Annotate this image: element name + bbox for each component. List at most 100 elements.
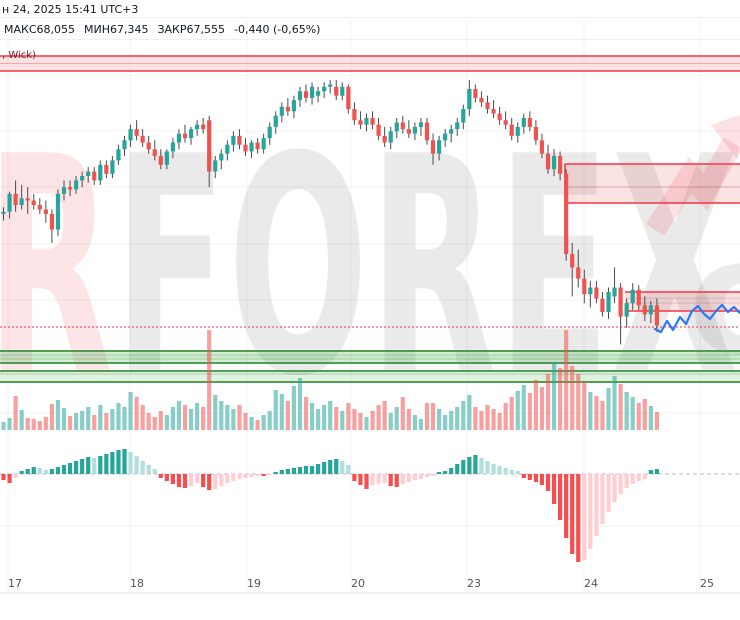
legend-close: ЗАКР67,555 — [157, 23, 225, 36]
x-axis-label[interactable]: 24 — [584, 577, 598, 590]
candle-body — [382, 135, 387, 143]
macd-histogram-bar — [449, 468, 454, 474]
macd-histogram-bar — [636, 474, 641, 481]
volume-bar — [509, 397, 514, 430]
macd-histogram-bar — [515, 471, 520, 474]
candle-body — [267, 126, 272, 139]
candle-body — [437, 140, 442, 154]
volume-bar — [600, 401, 605, 430]
candle-body — [503, 120, 508, 125]
volume-bar — [213, 395, 218, 430]
support-band-1 — [0, 351, 740, 363]
candle-body — [201, 124, 206, 130]
volume-bar — [176, 401, 182, 430]
legend-separator-2 — [0, 39, 740, 40]
candle-body — [303, 91, 309, 98]
watermark-letters: RFOREX — [0, 118, 740, 418]
blue-forecast-line — [653, 303, 740, 334]
macd-histogram-bar — [80, 459, 85, 474]
macd-histogram-bar — [255, 474, 260, 476]
candle-body — [231, 135, 236, 145]
candle-body — [545, 153, 551, 170]
volume-bar — [207, 330, 212, 430]
volume-bar — [201, 407, 206, 430]
macd-histogram-bar — [309, 466, 315, 474]
volume-bar — [110, 409, 115, 430]
volume-bar — [328, 401, 333, 430]
macd-histogram-bar — [104, 454, 109, 474]
macd-histogram-bar — [382, 474, 387, 483]
candle-body — [455, 122, 460, 130]
candle-body — [467, 89, 472, 110]
volume-bar — [303, 397, 309, 430]
x-axis-label[interactable]: 19 — [247, 577, 261, 590]
macd-histogram-bar — [116, 450, 121, 474]
x-axis-label[interactable]: 17 — [8, 577, 22, 590]
macd-histogram-bar — [98, 456, 103, 474]
volume-bar — [86, 407, 91, 430]
volume-bar — [309, 403, 315, 430]
candle-body — [80, 176, 85, 181]
candle-body — [564, 173, 569, 255]
volume-bar — [25, 418, 30, 430]
macd-histogram-bar — [279, 470, 284, 474]
volume-bar — [340, 411, 345, 430]
volume-bar — [545, 374, 551, 430]
macd-histogram-bar — [231, 474, 236, 481]
volume-bar — [642, 399, 647, 430]
x-axis-label[interactable]: 23 — [467, 577, 481, 590]
candle-body — [479, 97, 484, 103]
volume-bar — [527, 393, 532, 430]
legend-separator — [0, 17, 740, 18]
candle-body — [394, 122, 399, 132]
x-axis-label[interactable]: 20 — [351, 577, 365, 590]
candle-body — [636, 289, 641, 306]
candle-body — [49, 213, 54, 230]
volume-bar — [237, 405, 242, 430]
candle-body — [255, 142, 260, 150]
candle-body — [461, 109, 466, 123]
candle-body — [309, 86, 315, 98]
x-axis-label[interactable]: 25 — [700, 577, 714, 590]
macd-histogram-bar — [31, 467, 36, 474]
volume-bar — [461, 401, 466, 430]
volume-bar — [31, 419, 36, 430]
candle-body — [600, 298, 605, 313]
candle-body — [334, 86, 339, 96]
candle-body — [176, 133, 182, 143]
macd-histogram-bar — [497, 466, 502, 474]
volume-bar — [225, 405, 230, 430]
macd-histogram-bar — [491, 464, 496, 474]
candle-body — [279, 106, 284, 116]
volume-bar — [316, 409, 321, 430]
candle-body — [539, 140, 545, 154]
volume-bar — [648, 406, 653, 430]
candle-body — [406, 129, 411, 134]
macd-histogram-bar — [618, 474, 623, 494]
legend-change: -0,440 (-0,65%) — [234, 23, 321, 36]
macd-histogram-bar — [521, 474, 526, 478]
macd-histogram-bar — [110, 452, 115, 474]
volume-bar — [485, 405, 490, 430]
candle-body — [594, 287, 599, 299]
volume-bar — [104, 413, 109, 430]
macd-histogram-bar — [328, 460, 333, 474]
volume-bar — [122, 407, 127, 430]
volume-bar — [80, 411, 85, 430]
macd-histogram-bar — [564, 474, 569, 538]
candle-body — [213, 160, 218, 172]
macd-histogram-bar — [152, 469, 157, 474]
volume-bar — [406, 409, 411, 430]
x-axis-label[interactable]: 18 — [130, 577, 144, 590]
macd-histogram-bar — [134, 456, 139, 474]
macd-histogram-bar — [606, 474, 611, 512]
candle-body — [558, 155, 563, 174]
candle-body — [195, 124, 200, 130]
volume-bar — [243, 413, 248, 430]
candle-body — [55, 193, 61, 230]
candle-body — [104, 164, 109, 174]
macd-histogram-bar — [370, 474, 375, 485]
macd-histogram-bar — [55, 467, 61, 474]
macd-histogram-bar — [322, 462, 327, 474]
